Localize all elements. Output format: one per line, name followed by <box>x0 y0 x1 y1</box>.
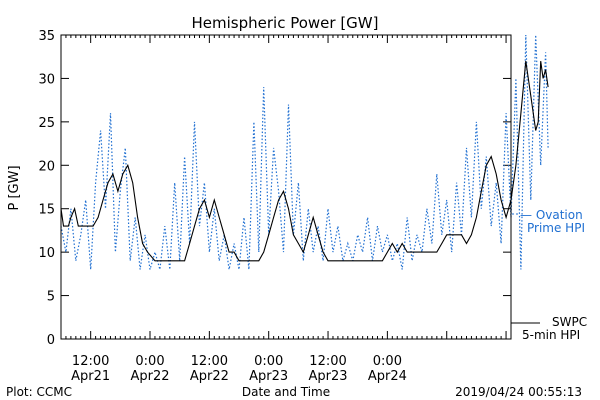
y-tick-label: 30 <box>38 72 55 87</box>
x-axis-ticks: 12:00Apr210:00Apr2212:00Apr220:00Apr2312… <box>60 35 512 384</box>
x-tick-label-date: Apr22 <box>130 369 169 384</box>
x-tick-label-time: 0:00 <box>373 354 402 369</box>
legend-ovation-label-line1: — Ovation <box>520 208 583 222</box>
legend-ovation-label-line2: Prime HPI <box>527 221 585 235</box>
x-tick-label-time: 12:00 <box>191 354 228 369</box>
x-tick-label-time: 0:00 <box>135 354 164 369</box>
y-tick-label: 20 <box>38 159 55 174</box>
y-tick-label: 35 <box>38 29 55 44</box>
series-ovation-prime-line <box>60 34 549 270</box>
y-tick-label: 10 <box>38 246 55 261</box>
y-axis-ticks: 0 5 10 15 20 25 30 35 <box>38 29 511 348</box>
legend-swpc-label-line1: SWPC <box>552 315 587 329</box>
footer-plot-credit: Plot: CCMC <box>6 385 72 399</box>
series-swpc-line <box>60 61 549 262</box>
x-axis-label: Date and Time <box>242 385 330 399</box>
x-tick-label-time: 12:00 <box>72 354 109 369</box>
chart-title: Hemispheric Power [GW] <box>192 14 379 32</box>
series-layer <box>60 34 549 270</box>
x-tick-label-date: Apr24 <box>368 369 407 384</box>
footer-timestamp: 2019/04/24 00:55:13 <box>455 385 582 399</box>
y-tick-label: 0 <box>47 333 55 348</box>
x-tick-label-date: Apr23 <box>309 369 348 384</box>
x-tick-label-date: Apr21 <box>71 369 110 384</box>
y-tick-label: 15 <box>38 203 55 218</box>
x-tick-label-date: Apr22 <box>190 369 229 384</box>
legend-swpc-label-line2: 5-min HPI <box>522 328 580 342</box>
y-tick-label: 25 <box>38 116 55 131</box>
x-tick-label-date: Apr23 <box>249 369 288 384</box>
y-tick-label: 5 <box>47 290 55 305</box>
y-axis-label: P [GW] <box>7 165 22 210</box>
x-tick-label-time: 12:00 <box>309 354 346 369</box>
plot-frame <box>60 34 512 340</box>
x-tick-label-time: 0:00 <box>254 354 283 369</box>
